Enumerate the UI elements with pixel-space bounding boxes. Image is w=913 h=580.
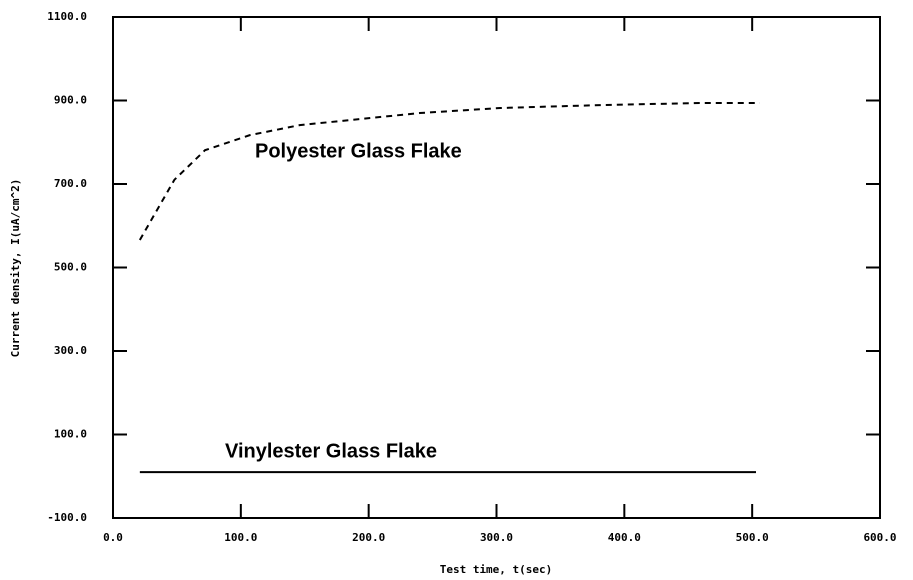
- y-tick-label: 300.0: [54, 344, 87, 357]
- y-tick-label: -100.0: [47, 511, 87, 524]
- y-tick-label: 1100.0: [47, 10, 87, 23]
- series-label: Polyester Glass Flake: [255, 140, 462, 162]
- x-tick-label: 0.0: [103, 531, 123, 544]
- x-tick-label: 500.0: [736, 531, 769, 544]
- y-tick-label: 100.0: [54, 428, 87, 441]
- y-axis-label: Current density, I(uA/cm^2): [9, 179, 22, 358]
- x-tick-label: 100.0: [224, 531, 257, 544]
- x-tick-label: 200.0: [352, 531, 385, 544]
- y-tick-label: 500.0: [54, 261, 87, 274]
- x-tick-label: 300.0: [480, 531, 513, 544]
- y-tick-label: 900.0: [54, 94, 87, 107]
- x-tick-label: 400.0: [608, 531, 641, 544]
- series-line: [138, 102, 760, 241]
- x-axis-label: Test time, t(sec): [440, 563, 553, 576]
- series-label: Vinylester Glass Flake: [225, 440, 437, 462]
- y-tick-label: 700.0: [54, 177, 87, 190]
- x-tick-label: 600.0: [863, 531, 896, 544]
